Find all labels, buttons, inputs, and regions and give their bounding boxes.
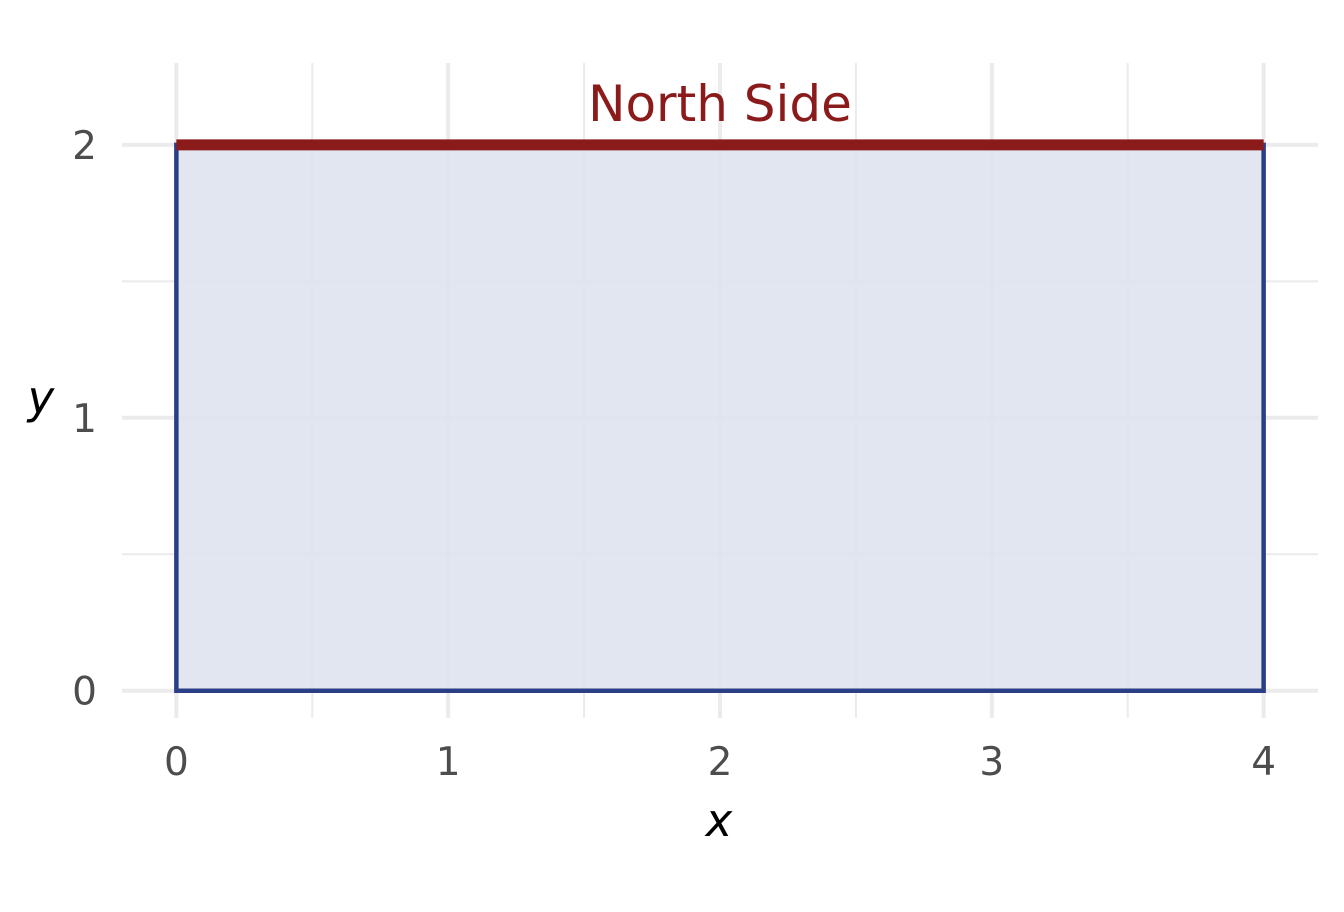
x-tick-label: 1: [436, 740, 461, 785]
x-tick-label: 3: [979, 740, 1004, 785]
y-tick-label: 2: [72, 124, 97, 169]
x-tick-label: 2: [708, 740, 733, 785]
tick-label-layer: 0 1 2 3 4 0 1 2: [72, 124, 1276, 785]
x-tick-label: 0: [164, 740, 189, 785]
y-tick-label: 0: [72, 670, 97, 715]
rectangle-region: [174, 142, 1266, 693]
north-side-annotation: North Side: [588, 75, 852, 133]
x-tick-label: 4: [1251, 740, 1276, 785]
shape-layer: [174, 139, 1266, 693]
x-axis-title: x: [704, 794, 733, 847]
y-tick-label: 1: [72, 397, 97, 442]
y-axis-title: y: [26, 371, 56, 424]
